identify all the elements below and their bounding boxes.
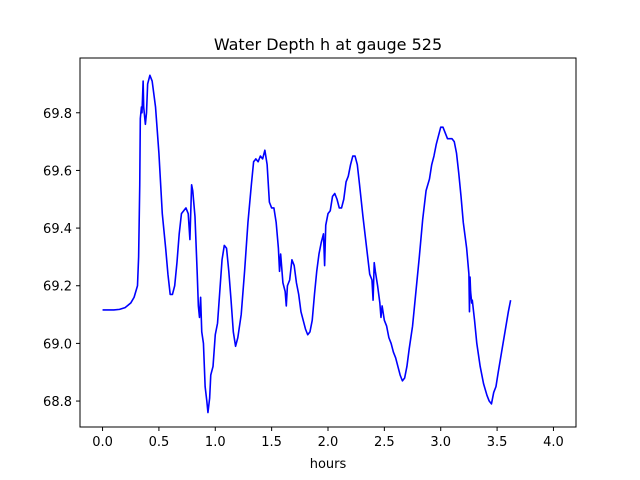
x-tick-label: 4.0 bbox=[543, 435, 564, 450]
x-tick-label: 1.0 bbox=[205, 435, 226, 450]
chart-title: Water Depth h at gauge 525 bbox=[214, 35, 442, 54]
x-tick-label: 3.0 bbox=[430, 435, 451, 450]
x-tick-label: 0.0 bbox=[92, 435, 113, 450]
y-tick-label: 69.0 bbox=[43, 337, 72, 352]
y-tick-label: 69.6 bbox=[43, 164, 72, 179]
series-line bbox=[102, 74, 512, 414]
y-tick-label: 69.2 bbox=[43, 280, 72, 295]
x-tick-label: 3.5 bbox=[487, 435, 508, 450]
y-axis: 68.8 69.0 69.2 69.4 69.6 69.8 bbox=[43, 107, 80, 410]
y-tick-label: 68.8 bbox=[43, 395, 72, 410]
y-tick-label: 69.8 bbox=[43, 107, 72, 122]
x-tick-label: 2.5 bbox=[374, 435, 395, 450]
x-tick-label: 1.5 bbox=[261, 435, 282, 450]
x-axis-label: hours bbox=[310, 457, 347, 472]
x-axis: 0.0 0.5 1.0 1.5 2.0 2.5 3.0 3.5 4.0 bbox=[92, 427, 564, 450]
y-tick-label: 69.4 bbox=[43, 222, 72, 237]
x-tick-label: 0.5 bbox=[149, 435, 170, 450]
x-tick-label: 2.0 bbox=[318, 435, 339, 450]
